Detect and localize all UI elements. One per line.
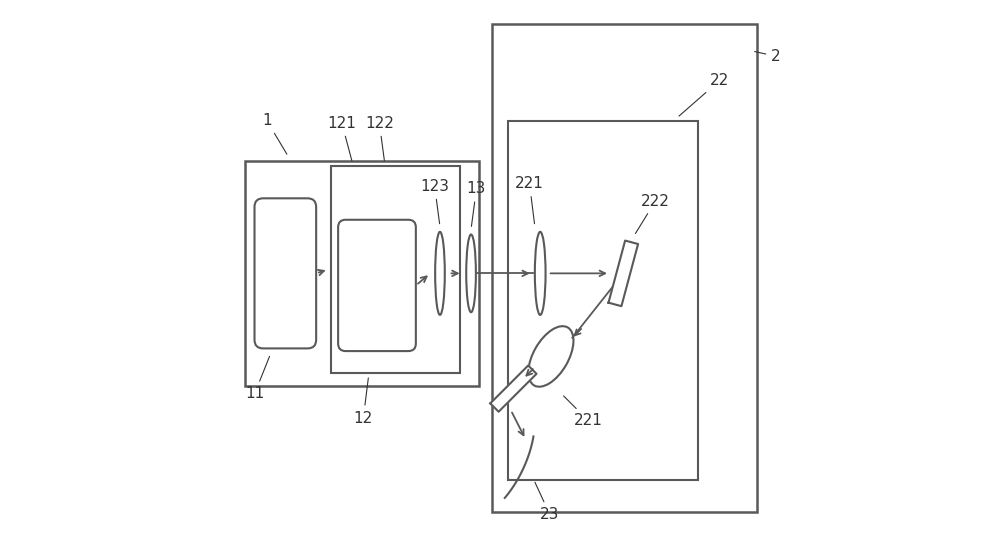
Text: 13: 13 <box>467 182 486 226</box>
Text: 11: 11 <box>245 356 270 401</box>
Polygon shape <box>490 366 537 412</box>
Text: 121: 121 <box>327 116 356 161</box>
Text: 1: 1 <box>262 113 287 154</box>
Text: 221: 221 <box>564 396 603 428</box>
Text: 122: 122 <box>365 116 394 161</box>
Text: 222: 222 <box>635 193 670 234</box>
Text: 123: 123 <box>420 179 449 224</box>
Bar <box>508 121 698 480</box>
Bar <box>245 161 479 386</box>
Bar <box>331 166 460 373</box>
Text: 23: 23 <box>535 482 560 522</box>
Polygon shape <box>608 241 638 306</box>
Bar <box>492 24 757 512</box>
Text: 2: 2 <box>755 49 781 64</box>
Text: 22: 22 <box>679 73 729 116</box>
Text: 221: 221 <box>515 176 544 224</box>
Text: 12: 12 <box>354 378 373 426</box>
